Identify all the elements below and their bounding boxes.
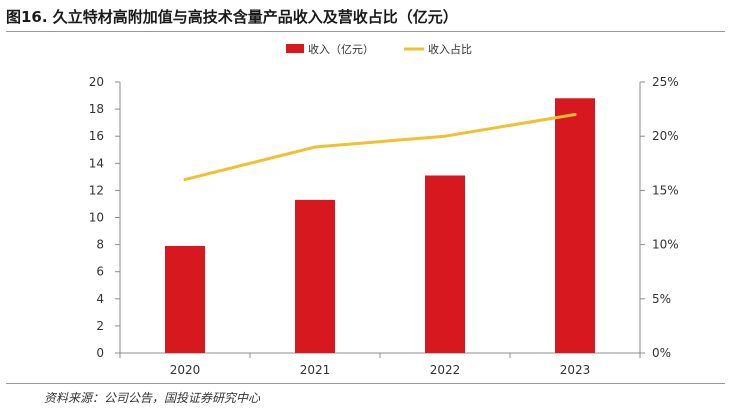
source-divider [6,383,725,384]
bar-2023 [555,98,595,353]
bar-2020 [165,245,205,353]
chart-area: 收入（亿元） 收入占比 0 2 4 6 8 10 12 14 16 18 20 0% 5% 10% 15%… [0,32,731,382]
y-left-tick-label: 10 [89,211,104,225]
x-tick-labels: 2020 2021 2022 2023 [170,363,591,377]
y-right-tick-label: 20% [652,129,679,143]
share-point-2020 [183,178,187,182]
bar-2021 [295,199,335,353]
y-left-tick-label: 18 [89,102,104,116]
y-left-tick-label: 16 [89,129,104,143]
y-left-tick-label: 0 [96,346,104,360]
figure-title: 图16. 久立特材高附加值与高技术含量产品收入及营收占比（亿元） [6,8,458,26]
y-left-tick-label: 2 [96,319,104,333]
combo-chart: 收入（亿元） 收入占比 0 2 4 6 8 10 12 14 16 18 20 0% 5% 10% 15%… [89,42,679,377]
title-divider [6,31,725,32]
y-left-tick-label: 6 [96,265,104,279]
y-left-tick-labels: 0 2 4 6 8 10 12 14 16 18 20 [89,75,104,360]
legend-label-line: 收入占比 [428,42,472,56]
source-note: 资料来源：公司公告，国投证券研究中心 [44,391,261,405]
y-right-tick-labels: 0% 5% 10% 15% 20% 25% [652,75,679,360]
y-right-tick-label: 10% [652,238,679,252]
chart-axes [115,81,645,358]
x-tick-label: 2021 [300,363,331,377]
y-right-tick-label: 25% [652,75,679,89]
y-right-tick-label: 5% [652,292,671,306]
legend-swatch-bar [286,44,304,53]
line-series [183,113,577,182]
y-left-tick-label: 12 [89,183,104,197]
share-point-2021 [313,145,317,149]
share-point-2022 [443,134,447,138]
y-left-tick-label: 4 [96,292,104,306]
bar-series [165,98,595,353]
share-line [183,113,577,182]
y-left-tick-label: 14 [89,156,104,170]
y-right-tick-label: 0% [652,346,671,360]
bar-2022 [425,175,465,353]
x-tick-label: 2020 [170,363,201,377]
share-point-2023 [573,113,577,117]
y-left-tick-label: 20 [89,75,104,89]
y-right-tick-label: 15% [652,183,679,197]
y-left-tick-label: 8 [96,238,104,252]
chart-legend: 收入（亿元） 收入占比 [286,42,472,56]
legend-label-bar: 收入（亿元） [308,42,374,56]
x-tick-label: 2023 [560,363,591,377]
x-tick-label: 2022 [430,363,461,377]
